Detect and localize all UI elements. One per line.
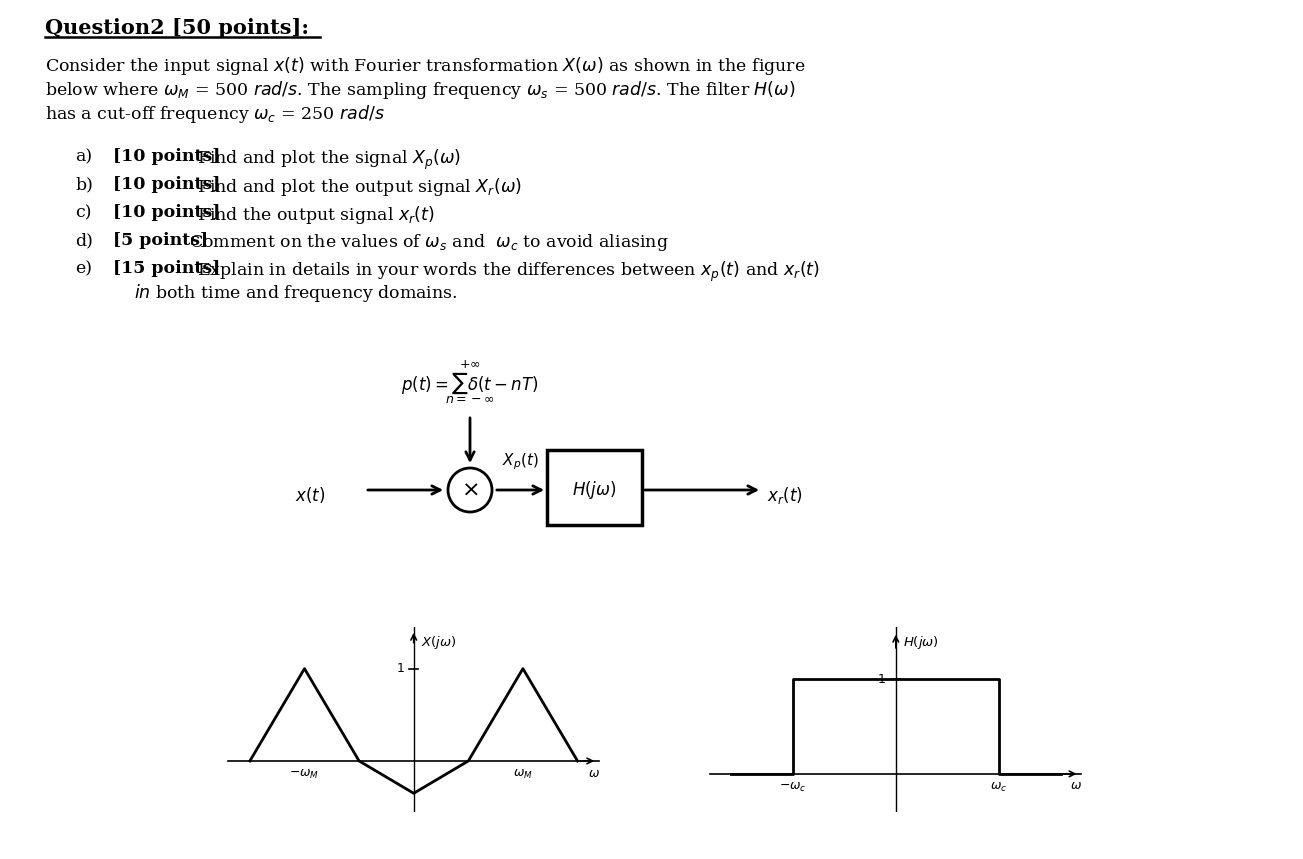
Text: 1: 1 bbox=[397, 662, 405, 675]
Text: $-\omega_c$: $-\omega_c$ bbox=[779, 781, 807, 794]
Text: Comment on the values of $\omega_s$ and  $\omega_c$ to avoid aliasing: Comment on the values of $\omega_s$ and … bbox=[189, 232, 668, 253]
Text: e): e) bbox=[76, 260, 93, 277]
Text: b): b) bbox=[76, 176, 93, 193]
Text: $x(t)$: $x(t)$ bbox=[294, 485, 326, 505]
Text: [10 points]: [10 points] bbox=[113, 176, 220, 193]
Text: $n = -\infty$: $n = -\infty$ bbox=[446, 393, 495, 406]
Bar bbox=[547, 450, 642, 525]
Text: $H(j\omega)$: $H(j\omega)$ bbox=[903, 634, 939, 651]
Text: $\mathit{in}$ both time and frequency domains.: $\mathit{in}$ both time and frequency do… bbox=[134, 282, 457, 304]
Text: [10 points]: [10 points] bbox=[113, 204, 220, 221]
Text: a): a) bbox=[76, 148, 93, 165]
Text: Explain in details in your words the differences between $x_p(t)$ and $x_r(t)$: Explain in details in your words the dif… bbox=[197, 260, 820, 284]
Text: $\omega$: $\omega$ bbox=[588, 766, 599, 779]
Text: Question2 [50 points]:: Question2 [50 points]: bbox=[46, 18, 309, 38]
Text: $\omega_M$: $\omega_M$ bbox=[513, 768, 533, 782]
Text: Consider the input signal $x(t)$ with Fourier transformation $X(\omega)$ as show: Consider the input signal $x(t)$ with Fo… bbox=[46, 55, 805, 77]
Text: $+\infty$: $+\infty$ bbox=[459, 358, 481, 371]
Text: c): c) bbox=[76, 204, 91, 221]
Text: Find and plot the signal $X_p(\omega)$: Find and plot the signal $X_p(\omega)$ bbox=[197, 148, 461, 172]
Text: [5 points]: [5 points] bbox=[113, 232, 208, 249]
Text: Find and plot the output signal $X_r(\omega)$: Find and plot the output signal $X_r(\om… bbox=[197, 176, 521, 198]
Text: $H(j\omega)$: $H(j\omega)$ bbox=[572, 479, 616, 501]
Text: $p(t) = \sum \delta(t - nT)$: $p(t) = \sum \delta(t - nT)$ bbox=[401, 371, 539, 396]
Text: d): d) bbox=[76, 232, 93, 249]
Text: below where $\omega_M$ = 500 $\mathit{rad/s}$. The sampling frequency $\omega_s$: below where $\omega_M$ = 500 $\mathit{ra… bbox=[46, 79, 796, 101]
Text: Find the output signal $x_r(t)$: Find the output signal $x_r(t)$ bbox=[197, 204, 434, 226]
Text: 1: 1 bbox=[878, 673, 886, 685]
Text: $\times$: $\times$ bbox=[461, 480, 478, 500]
Text: $-\omega_M$: $-\omega_M$ bbox=[289, 768, 319, 782]
Text: $x_r(t)$: $x_r(t)$ bbox=[767, 484, 803, 505]
Text: $X_p(t)$: $X_p(t)$ bbox=[502, 451, 539, 472]
Text: has a cut-off frequency $\omega_c$ = 250 $\mathit{rad/s}$: has a cut-off frequency $\omega_c$ = 250… bbox=[46, 103, 384, 125]
Text: $X(j\omega)$: $X(j\omega)$ bbox=[421, 634, 457, 650]
Text: $\omega$: $\omega$ bbox=[1070, 778, 1083, 792]
Text: [15 points]: [15 points] bbox=[113, 260, 220, 277]
Text: $\omega_c$: $\omega_c$ bbox=[990, 781, 1007, 794]
Text: [10 points]: [10 points] bbox=[113, 148, 220, 165]
